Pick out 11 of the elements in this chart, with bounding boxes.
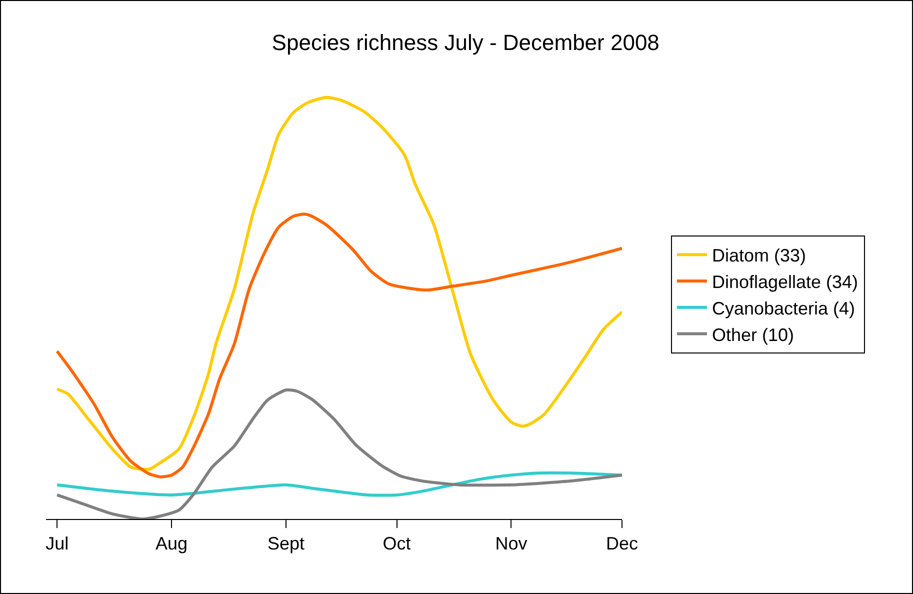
x-tick-label: Oct bbox=[382, 534, 411, 554]
x-tick-label: Dec bbox=[606, 534, 638, 554]
legend-label: Other (10) bbox=[712, 324, 794, 345]
x-tick-label: Aug bbox=[156, 534, 188, 554]
legend-label: Cyanobacteria (4) bbox=[712, 298, 856, 318]
chart-title: Species richness July - December 2008 bbox=[272, 30, 660, 56]
x-tick-label: Sept bbox=[267, 534, 305, 554]
legend-label: Diatom (33) bbox=[712, 246, 806, 266]
x-tick-label: Nov bbox=[495, 534, 528, 554]
x-tick-label: Jul bbox=[46, 534, 69, 554]
legend-label: Dinoflagellate (34) bbox=[712, 272, 858, 292]
